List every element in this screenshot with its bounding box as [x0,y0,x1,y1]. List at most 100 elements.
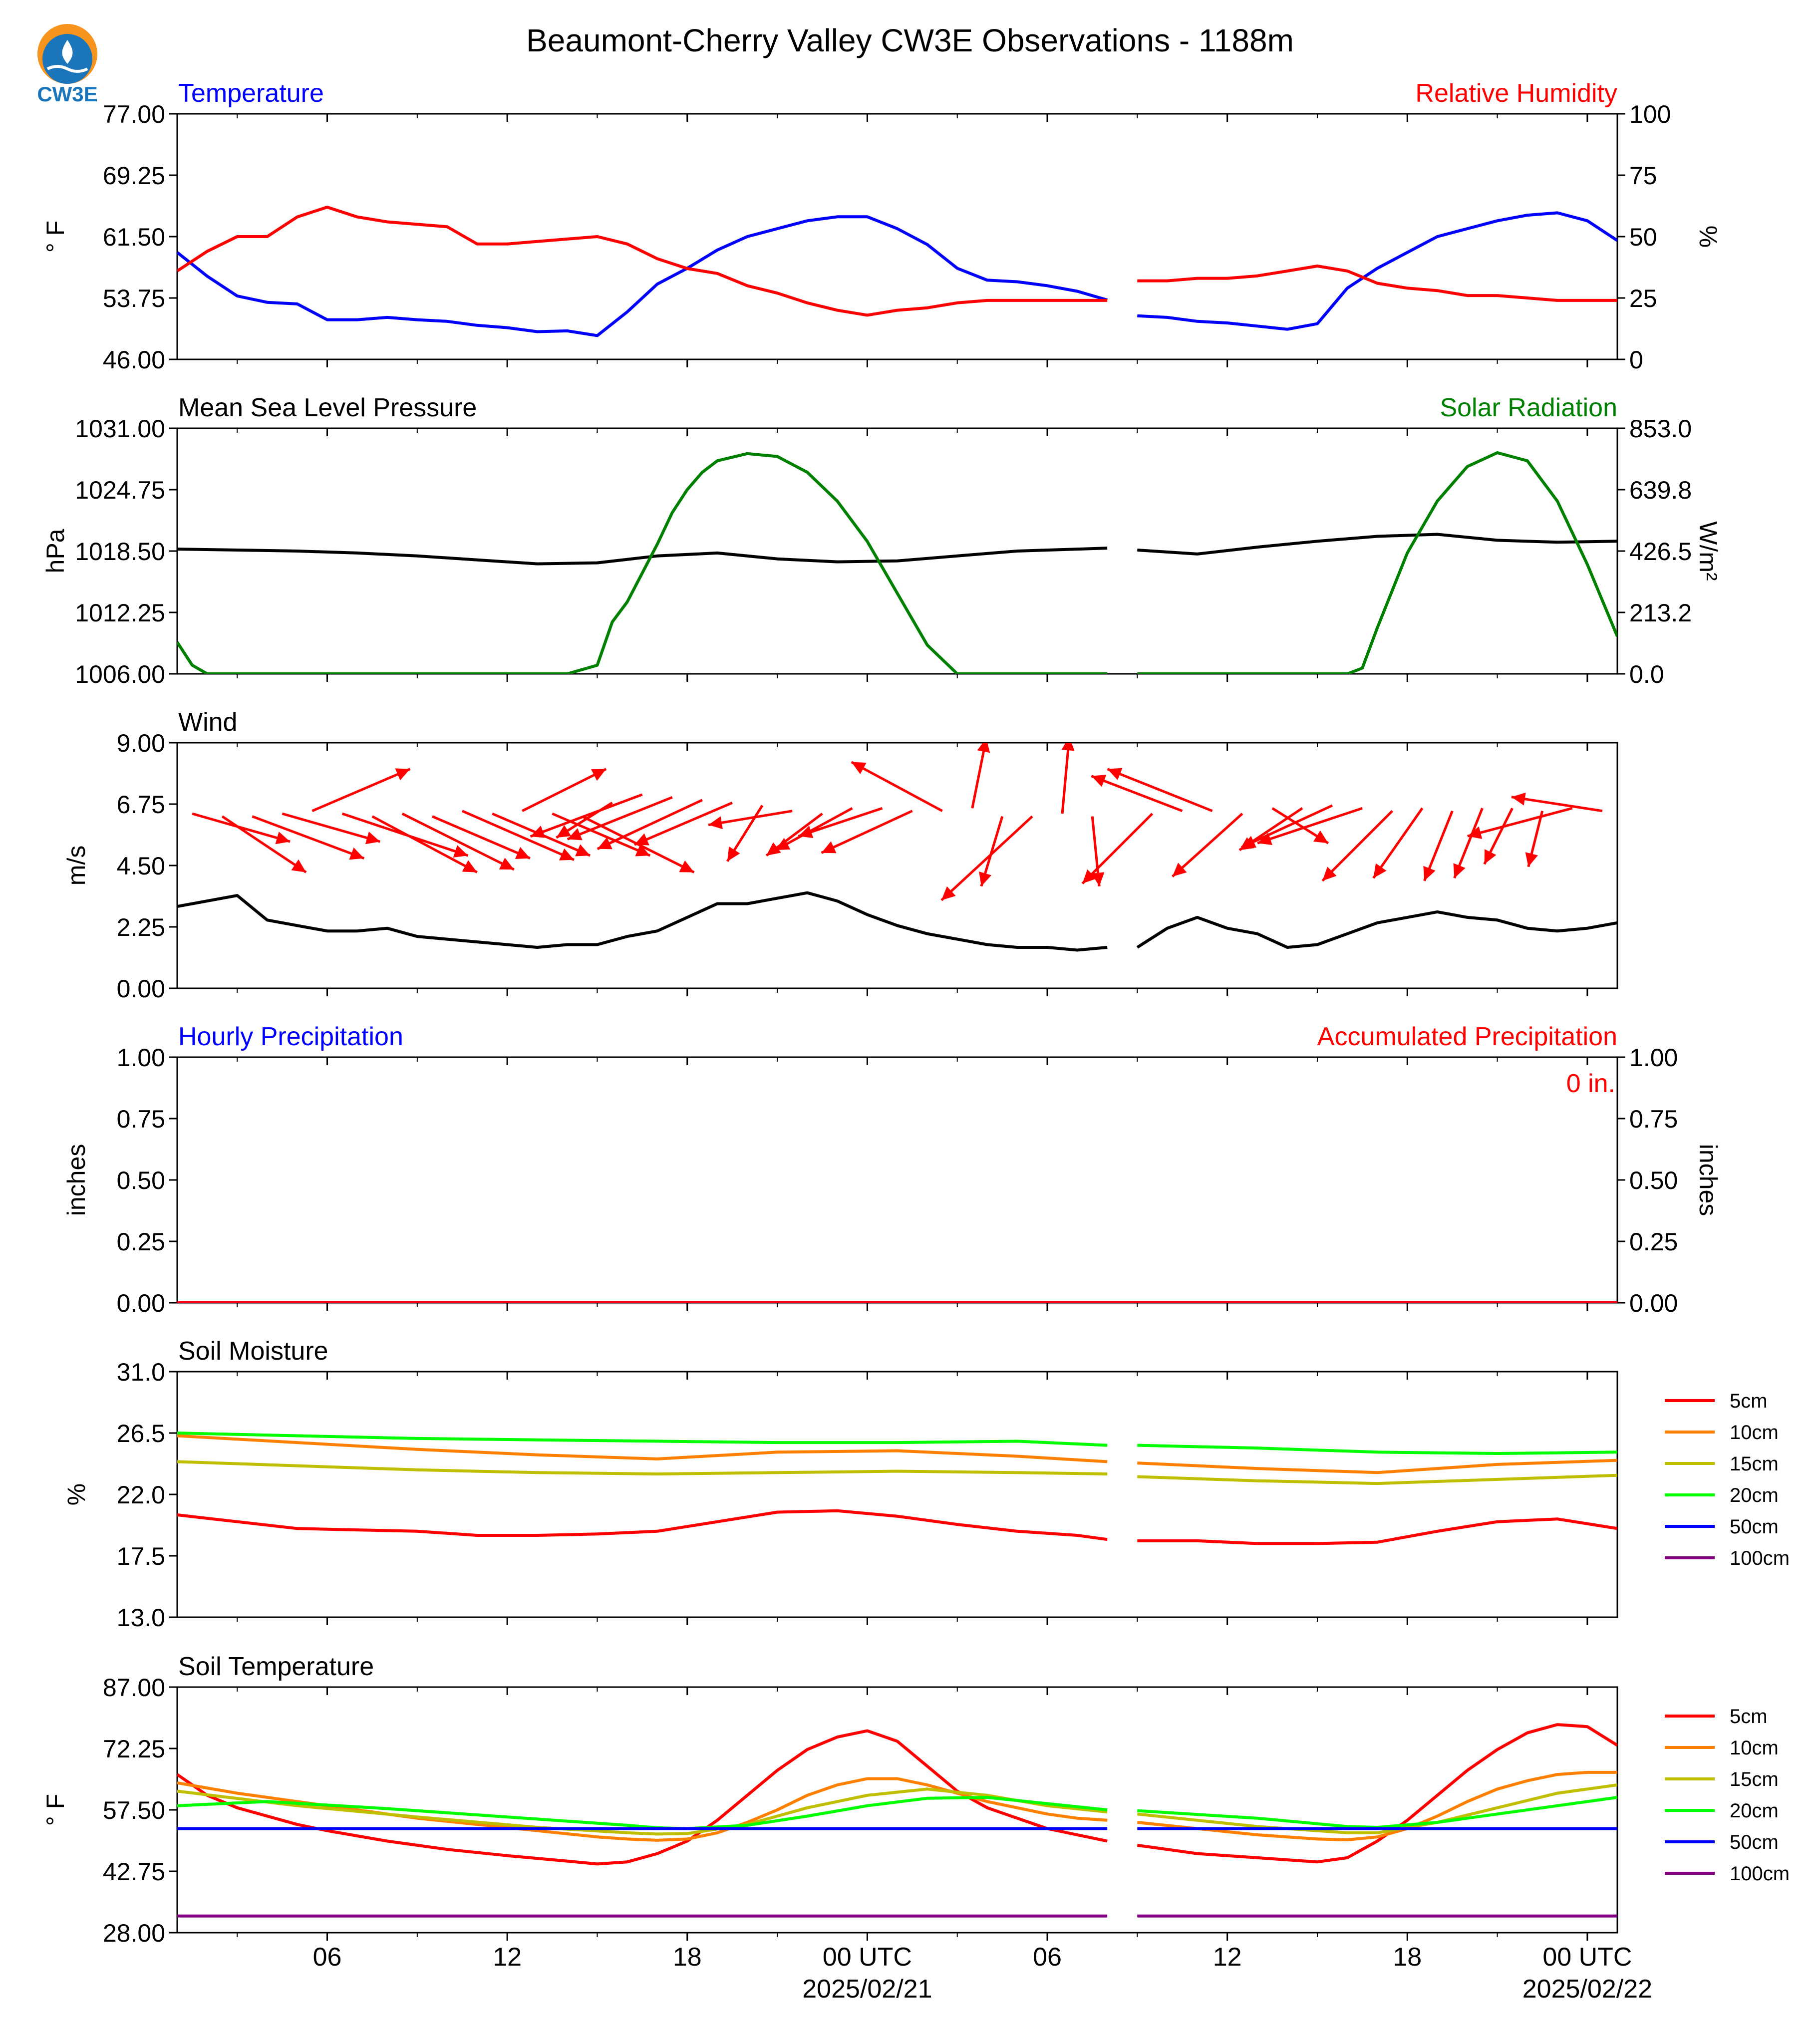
wind-vector-arrow [252,815,365,860]
series-line-series-1 [177,891,1617,952]
panel-title-right: Accumulated Precipitation [1317,1022,1617,1051]
panel-title-right: Relative Humidity [1415,79,1617,108]
legend-label: 20cm [1730,1800,1779,1822]
y-axis-label: % [62,1483,90,1505]
series-line-20cm [177,1796,1617,1830]
cw3e-logo: CW3E [37,24,98,104]
x-date-label: 2025/02/22 [1522,1975,1652,2004]
panel-4 [169,1056,1625,1311]
panel-2 [169,427,1625,682]
wind-vector-arrow [1483,808,1514,865]
legend-label: 5cm [1730,1706,1768,1728]
wind-vector-arrow [851,761,943,812]
wind-vector-arrow [597,799,703,851]
y-tick-label: 2.25 [117,913,165,941]
series-line-10cm [177,1434,1617,1474]
y-tick-label: 0.00 [117,1289,165,1317]
logo-drop-icon [62,40,73,64]
panel-title-left: Soil Temperature [178,1652,374,1681]
panel-title-left: Wind [178,708,237,737]
series-group [177,451,1617,674]
panel-3 [169,742,1618,996]
y-tick-label: 0.00 [117,975,165,1003]
y-tick-label: 1006.00 [75,660,165,688]
y-tick-label-right: 639.8 [1629,476,1692,504]
panel-frame [176,1371,1618,1618]
y-tick-label-right: 0.75 [1629,1105,1678,1133]
x-tick-label: 00 UTC [1542,1943,1632,1972]
wind-vector-arrow [522,768,607,812]
wind-vector-arrow [1453,808,1484,879]
y-tick-label-right: 213.2 [1629,599,1692,627]
y-tick-label: 13.0 [117,1604,165,1632]
wind-vector-arrow [1107,768,1213,812]
series-line-series-2 [177,451,1617,674]
legend-label: 50cm [1730,1516,1779,1538]
panel-5 [169,1371,1715,1625]
y-tick-label: 0.75 [117,1105,165,1133]
wind-vector-arrow [1511,792,1603,813]
y-tick-label: 72.25 [103,1735,165,1763]
y-axis-label-right: % [1694,226,1722,248]
wind-vector-arrow [940,815,1033,901]
wind-vector-arrow [1372,807,1424,879]
y-tick-label: 28.00 [103,1919,165,1947]
x-date-label: 2025/02/21 [802,1975,932,2004]
x-tick-label: 12 [1213,1943,1242,1972]
wind-vector-arrow [765,813,823,857]
panel-title-left: Soil Moisture [178,1337,328,1366]
x-tick-label: 06 [1033,1943,1062,1972]
y-tick-label-right: 426.5 [1629,538,1692,566]
wind-vector-arrow [1061,743,1075,814]
y-tick-label: 4.50 [117,852,165,880]
y-tick-label: 1018.50 [75,538,165,566]
wind-vector-arrow [1467,807,1573,839]
y-tick-label-right: 100 [1629,100,1671,128]
wind-vector-arrow [530,793,643,838]
series-line-series-1 [177,533,1617,566]
wind-vector-arrow [1172,813,1243,877]
wind-vector-arrow [1240,804,1333,849]
legend-label: 100cm [1730,1863,1790,1885]
wind-vector-arrow [282,812,381,845]
y-tick-label: 22.0 [117,1481,165,1509]
x-tick-label: 00 UTC [823,1943,912,1972]
wind-vector-arrow [726,805,764,863]
legend-label: 10cm [1730,1422,1779,1444]
wind-vector-arrow [1257,807,1363,846]
legend-label: 10cm [1730,1737,1779,1759]
panel-1 [169,113,1625,367]
panel-frame [176,1056,1618,1304]
panel-frame [176,742,1618,989]
y-tick-label-right: 50 [1629,223,1657,251]
panel-frame [176,427,1618,675]
series-line-series-1 [177,211,1617,337]
x-tick-label: 18 [673,1943,702,1972]
y-tick-label-right: 0 [1629,346,1643,374]
wind-vector-arrow [708,810,793,830]
series-line-5cm [177,1509,1617,1545]
panel-title-left: Hourly Precipitation [178,1022,403,1051]
panel-6 [169,1686,1715,1941]
panel-title-left: Temperature [178,79,324,108]
y-axis-label: inches [62,1144,90,1216]
wind-vector-arrow [552,812,651,857]
y-tick-label-right: 0.50 [1629,1166,1678,1194]
y-axis-label-right: inches [1694,1144,1722,1216]
y-tick-label-right: 0.00 [1629,1289,1678,1317]
y-tick-label: 61.50 [103,223,165,251]
series-group [177,1723,1617,1918]
y-axis-label: m/s [62,846,90,886]
series-line-5cm [177,1723,1617,1866]
series-group [177,1432,1617,1545]
y-tick-label-right: 853.0 [1629,415,1692,443]
y-tick-label: 1.00 [117,1044,165,1072]
wind-vector-arrow [567,796,673,841]
y-tick-label: 1012.25 [75,599,165,627]
legend-label: 20cm [1730,1484,1779,1506]
wind-vector-arrow [821,810,913,854]
y-tick-label: 87.00 [103,1674,165,1702]
y-tick-label: 6.75 [117,791,165,819]
legend-label: 15cm [1730,1768,1779,1790]
